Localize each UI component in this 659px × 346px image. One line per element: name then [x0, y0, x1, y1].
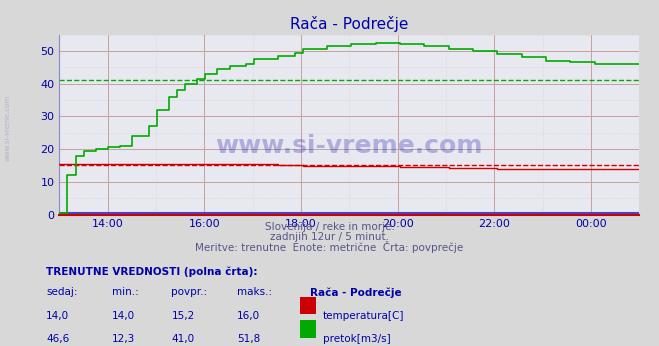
- Text: 16,0: 16,0: [237, 311, 260, 321]
- Text: www.si-vreme.com: www.si-vreme.com: [5, 95, 11, 161]
- Text: Meritve: trenutne  Enote: metrične  Črta: povprečje: Meritve: trenutne Enote: metrične Črta: …: [195, 241, 464, 253]
- Text: 14,0: 14,0: [46, 311, 69, 321]
- Text: Slovenija / reke in morje.: Slovenija / reke in morje.: [264, 222, 395, 232]
- Title: Rača - Podrečje: Rača - Podrečje: [290, 16, 409, 32]
- Text: povpr.:: povpr.:: [171, 287, 208, 297]
- Text: 12,3: 12,3: [112, 334, 135, 344]
- Text: 15,2: 15,2: [171, 311, 194, 321]
- Text: 14,0: 14,0: [112, 311, 135, 321]
- Text: sedaj:: sedaj:: [46, 287, 78, 297]
- Text: temperatura[C]: temperatura[C]: [323, 311, 405, 321]
- Text: www.si-vreme.com: www.si-vreme.com: [215, 134, 483, 158]
- Text: 41,0: 41,0: [171, 334, 194, 344]
- Text: TRENUTNE VREDNOSTI (polna črta):: TRENUTNE VREDNOSTI (polna črta):: [46, 266, 258, 277]
- Text: 46,6: 46,6: [46, 334, 69, 344]
- Text: zadnjih 12ur / 5 minut.: zadnjih 12ur / 5 minut.: [270, 233, 389, 243]
- Text: maks.:: maks.:: [237, 287, 272, 297]
- Text: min.:: min.:: [112, 287, 139, 297]
- Text: 51,8: 51,8: [237, 334, 260, 344]
- Text: pretok[m3/s]: pretok[m3/s]: [323, 334, 391, 344]
- Text: Rača - Podrečje: Rača - Podrečje: [310, 287, 401, 298]
